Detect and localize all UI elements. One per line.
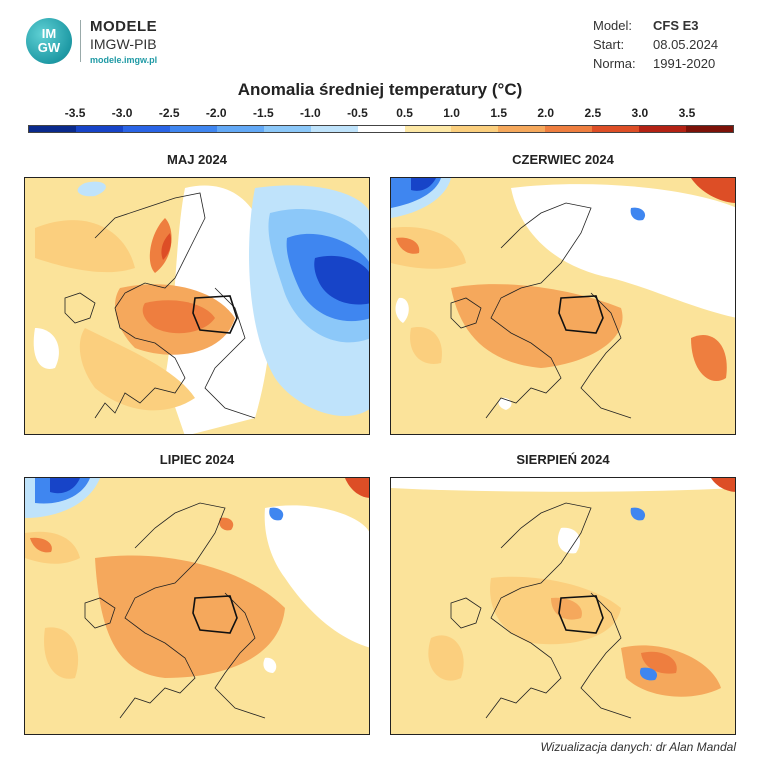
colorbar-tick-label: -1.5	[252, 106, 274, 120]
colorbar-tick-label: 3.0	[631, 106, 649, 120]
colorbar-tick-label: 0.5	[396, 106, 413, 120]
colorbar-tick-label: 1.0	[443, 106, 460, 120]
panel-title-june: CZERWIEC 2024	[512, 152, 614, 167]
colorbar-tick-label: -0.5	[347, 106, 368, 120]
model-value: CFS E3	[653, 18, 699, 33]
colorbar-segment	[639, 126, 687, 132]
colorbar-segment	[545, 126, 593, 132]
colorbar	[28, 125, 734, 133]
norm-value: 1991-2020	[653, 56, 716, 71]
colorbar-segment	[169, 126, 217, 132]
colorbar-tick-label: 2.0	[537, 106, 555, 120]
panel-title-july: LIPIEC 2024	[159, 452, 235, 467]
imgw-logo: IM GW	[26, 18, 72, 64]
model-info: Model: CFS E3 Start: 08.05.2024 Norma: 1991…	[593, 16, 718, 73]
brand-title: MODELE	[90, 18, 158, 35]
colorbar-segment	[592, 126, 640, 132]
colorbar-segment	[263, 126, 311, 132]
map-title: Anomalia średniej temperatury (°C)	[237, 80, 523, 99]
colorbar-segment	[29, 126, 76, 132]
colorbar-segment	[122, 126, 170, 132]
colorbar-tick-label: -1.0	[300, 106, 321, 120]
map-panel-may	[24, 177, 370, 435]
colorbar-segment	[498, 126, 546, 132]
colorbar-tick-label: -2.5	[158, 106, 180, 120]
colorbar-segment	[404, 126, 452, 132]
logo-divider	[80, 20, 81, 62]
start-value: 08.05.2024	[653, 37, 719, 52]
data-credit: Wizualizacja danych: dr Alan Mandal	[540, 740, 736, 754]
norm-label: Norma:	[593, 56, 636, 71]
colorbar-ticks: -3.5 -3.0 -2.5 -2.0 -1.5 -1.0 -0.5 0.5 1.0 1.5 2.0…	[0, 106, 760, 122]
logo-text: IM GW	[37, 26, 61, 55]
model-label: Model:	[593, 18, 633, 33]
map-panel-july	[24, 477, 370, 735]
colorbar-tick-label: -3.5	[64, 106, 86, 120]
panel-title-august: SIERPIEŃ 2024	[516, 452, 610, 467]
map-panel-august	[390, 477, 736, 735]
brand-url[interactable]: modele.imgw.pl	[90, 55, 158, 65]
colorbar-segment	[75, 126, 123, 132]
colorbar-segment	[216, 126, 264, 132]
map-panel-june	[390, 177, 736, 435]
start-label: Start:	[593, 37, 625, 52]
colorbar-tick-label: 2.5	[584, 106, 602, 120]
brand-block: MODELE IMGW-PIB modele.imgw.pl	[90, 18, 157, 65]
colorbar-segment	[310, 126, 358, 132]
colorbar-tick-label: -2.0	[205, 106, 227, 120]
colorbar-segment	[686, 126, 734, 132]
colorbar-tick-label: 3.5	[678, 106, 696, 120]
brand-subtitle: IMGW-PIB	[90, 36, 157, 52]
colorbar-tick-label: 1.5	[490, 106, 507, 120]
colorbar-segment	[451, 126, 499, 132]
colorbar-segment	[357, 126, 405, 132]
colorbar-tick-label: -3.0	[111, 106, 133, 120]
panel-title-may: MAJ 2024	[167, 152, 227, 167]
